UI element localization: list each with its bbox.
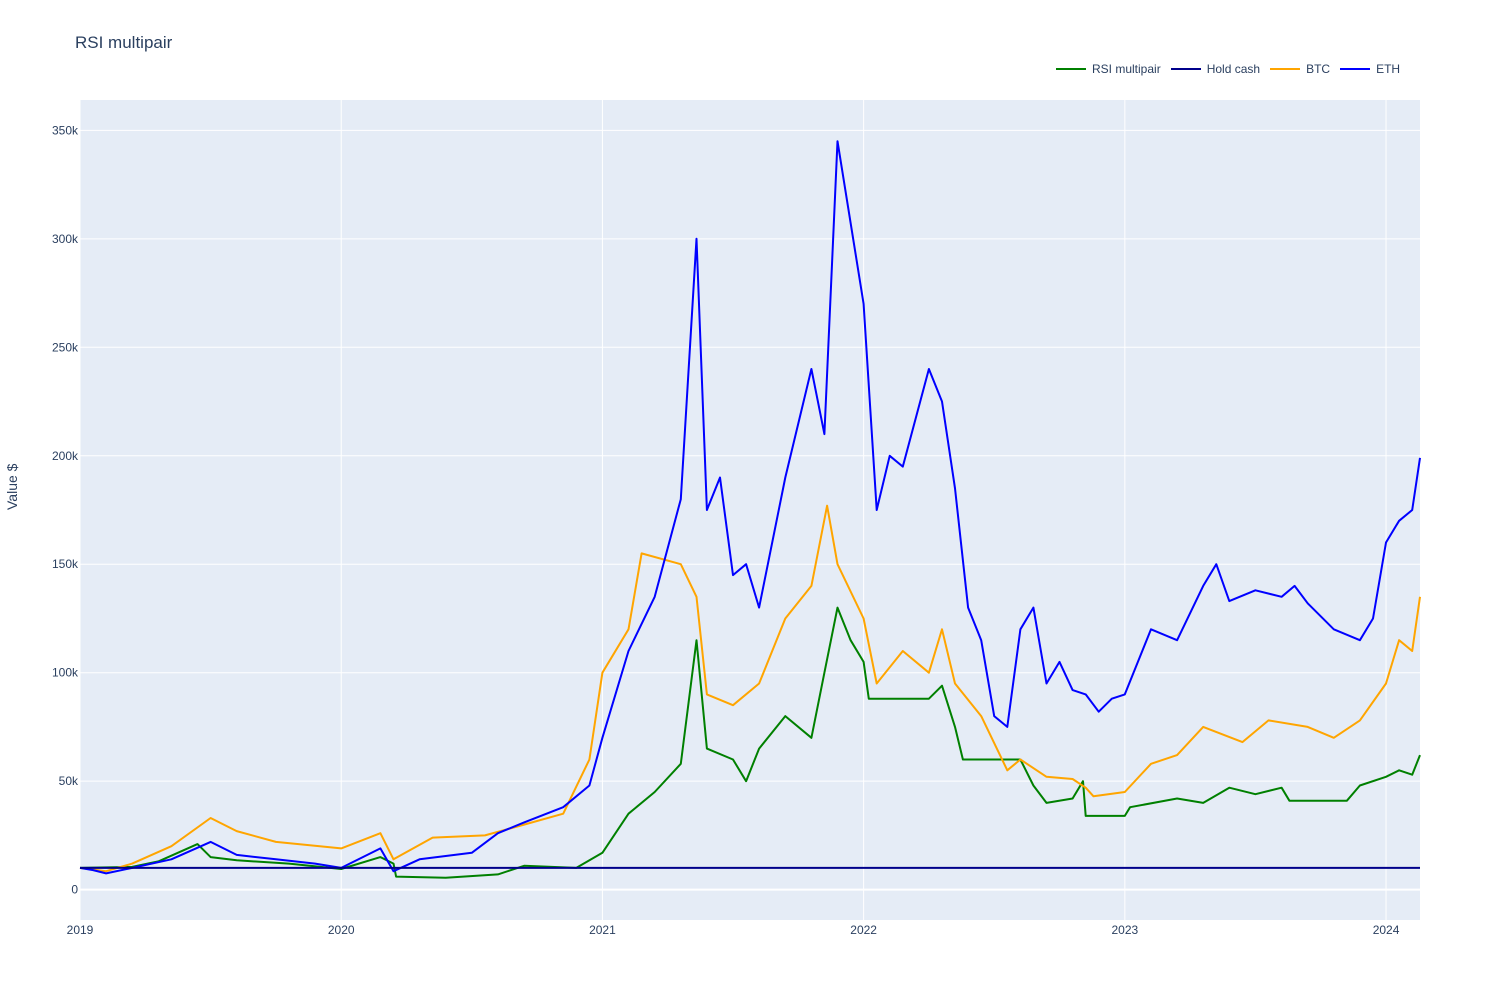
y-tick-label: 250k — [52, 340, 79, 354]
legend-label-rsi-multipair: RSI multipair — [1092, 62, 1161, 76]
plot-background — [80, 100, 1420, 920]
legend: RSI multipair Hold cash BTC ETH — [1056, 62, 1400, 76]
y-tick-label: 200k — [52, 449, 79, 463]
series-line-rsi-multipair — [79, 606, 1421, 879]
x-axis: 2019 2020 2021 2022 2023 2024 — [67, 923, 1400, 937]
y-tick-label: 150k — [52, 557, 79, 571]
legend-label-eth: ETH — [1376, 62, 1401, 76]
x-tick-label: 2021 — [589, 923, 616, 937]
legend-item-eth[interactable]: ETH — [1340, 62, 1400, 76]
legend-label-hold-cash: Hold cash — [1206, 62, 1261, 76]
legend-swatch-rsi-multipair — [1056, 68, 1086, 70]
legend-label-btc: BTC — [1306, 62, 1331, 76]
x-tick-label: 2024 — [1373, 923, 1400, 937]
y-tick-label: 350k — [52, 123, 79, 137]
series-line-eth — [79, 140, 1421, 875]
legend-swatch-btc — [1270, 68, 1301, 70]
y-tick-label: 50k — [59, 774, 79, 788]
y-tick-label: 100k — [52, 666, 79, 680]
legend-swatch-hold-cash — [1170, 68, 1201, 70]
legend-swatch-eth — [1340, 68, 1371, 70]
legend-item-hold-cash[interactable]: Hold cash — [1170, 62, 1261, 76]
y-tick-label: 0 — [71, 883, 78, 897]
x-tick-label: 2020 — [328, 923, 355, 937]
x-tick-label: 2019 — [67, 923, 94, 937]
legend-item-rsi-multipair[interactable]: RSI multipair — [1056, 62, 1161, 76]
series-line-btc — [79, 504, 1421, 873]
legend-item-btc[interactable]: BTC — [1270, 62, 1330, 76]
x-tick-label: 2022 — [850, 923, 877, 937]
series-group — [79, 140, 1421, 879]
y-tick-label: 300k — [52, 232, 79, 246]
grid-lines — [79, 100, 1420, 920]
x-tick-label: 2023 — [1111, 923, 1138, 937]
y-axis: 0 50k 100k 150k 200k 250k 300k 350k — [52, 123, 79, 896]
chart-title: RSI multipair — [75, 33, 173, 52]
